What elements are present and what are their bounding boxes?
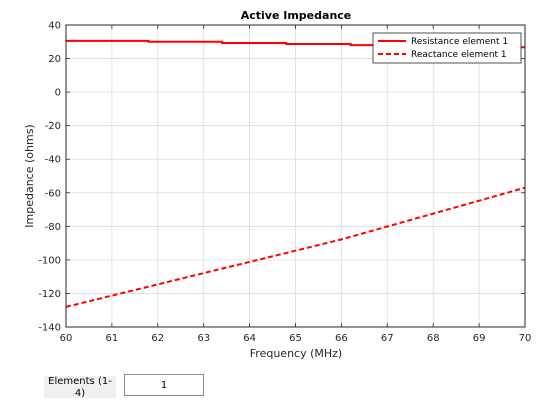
x-tick-label: 60 <box>60 333 73 344</box>
elements-input[interactable] <box>124 374 204 396</box>
x-tick-label: 67 <box>381 333 394 344</box>
x-tick-label: 64 <box>243 333 256 344</box>
x-tick-label: 63 <box>197 333 210 344</box>
ticks: 60 61 62 63 64 65 66 67 68 69 70 -140 -120 -100 -80 -60… <box>38 21 531 345</box>
x-tick-label: 61 <box>106 333 119 344</box>
y-tick-label: -80 <box>45 222 61 233</box>
chart-title: Active Impedance <box>241 9 352 22</box>
y-tick-label: -100 <box>38 255 61 266</box>
y-tick-label: 40 <box>48 21 61 32</box>
legend-box <box>372 32 522 64</box>
x-tick-label: 62 <box>151 333 164 344</box>
elements-label: Elements (1-4) <box>44 376 116 399</box>
legend-text-reactance: Reactance element 1 <box>411 50 507 60</box>
y-tick-label: -20 <box>45 121 61 132</box>
y-tick-label: 20 <box>48 54 61 65</box>
x-tick-label: 70 <box>519 333 532 344</box>
y-tick-label: -60 <box>45 188 61 199</box>
y-tick-label: -140 <box>38 323 61 334</box>
y-axis-label: Impedance (ohms) <box>23 124 36 227</box>
y-tick-label: -120 <box>38 289 61 300</box>
series-reactance-line <box>65 186 526 308</box>
x-tick-label: 66 <box>335 333 348 344</box>
grid <box>66 25 525 327</box>
x-tick-label: 68 <box>427 333 440 344</box>
legend-text-resistance: Resistance element 1 <box>411 37 508 47</box>
x-tick-label: 65 <box>289 333 302 344</box>
x-tick-label: 69 <box>473 333 486 344</box>
impedance-chart: 60 61 62 63 64 65 66 67 68 69 70 -140 -120 -100 -80 -60… <box>23 9 531 360</box>
legend: Resistance element 1 Reactance element 1 <box>372 32 522 64</box>
y-tick-label: -40 <box>45 155 61 166</box>
x-axis-label: Frequency (MHz) <box>250 347 342 360</box>
y-tick-label: 0 <box>55 88 61 99</box>
